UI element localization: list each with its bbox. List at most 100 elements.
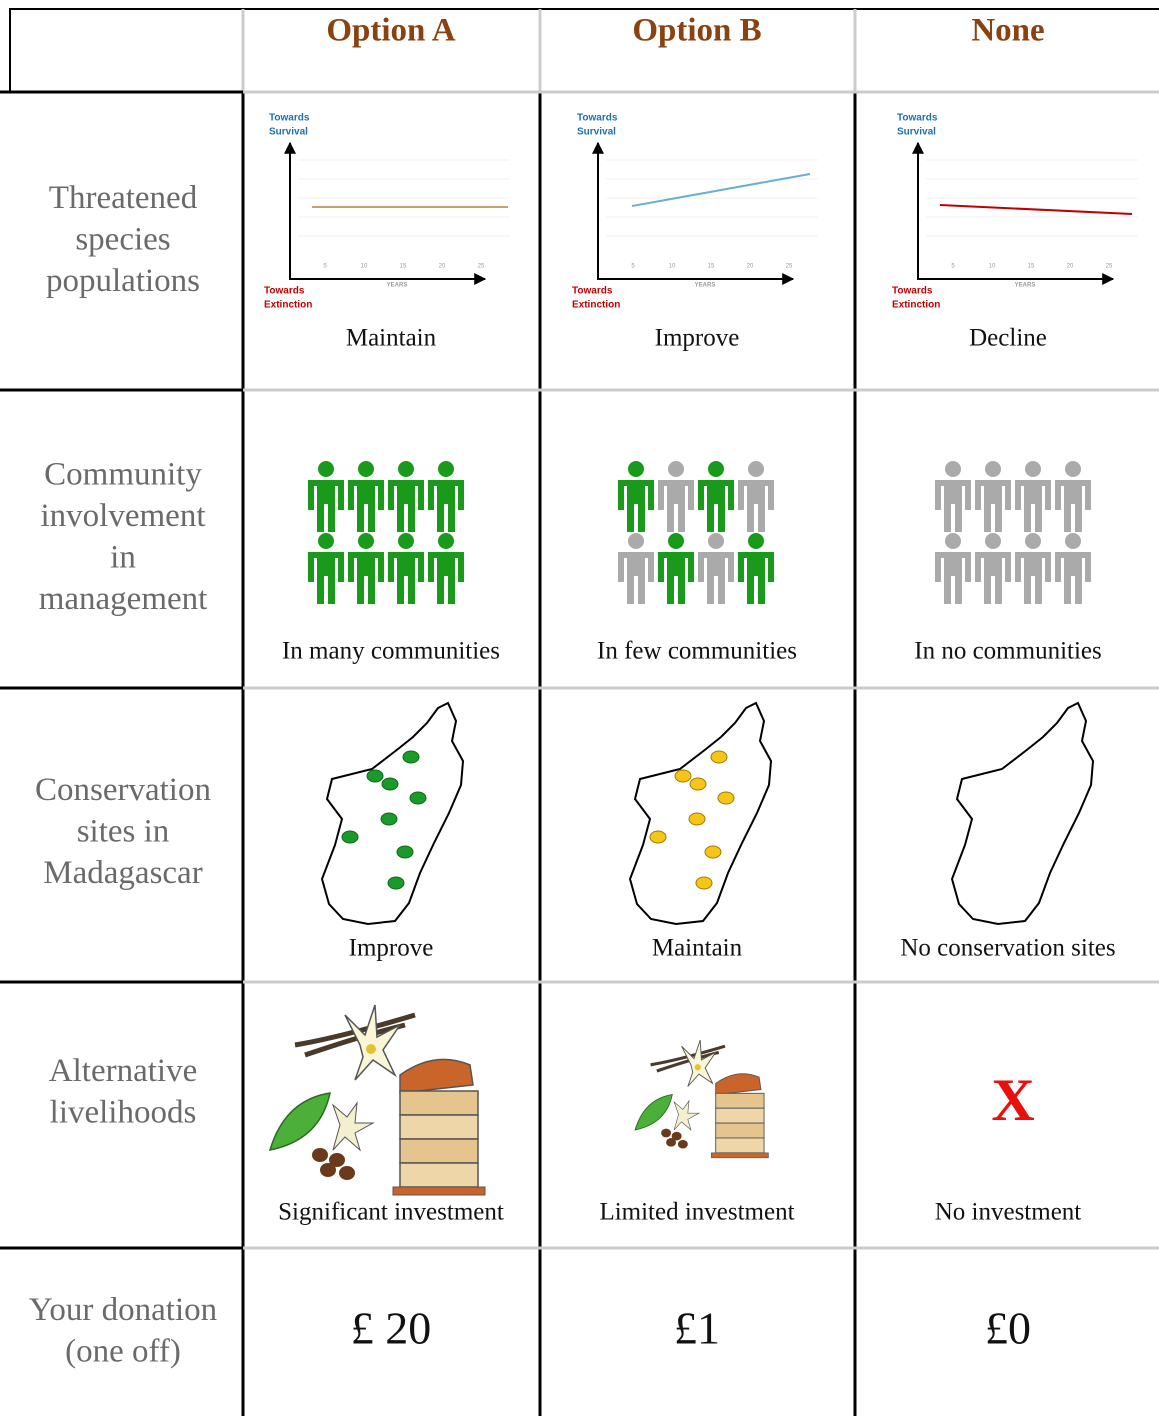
person-icon bbox=[308, 461, 344, 532]
person-icon bbox=[348, 533, 384, 604]
person-body bbox=[975, 552, 1011, 604]
tick-label: 15 bbox=[708, 264, 715, 270]
row-label: species bbox=[75, 222, 170, 258]
site-dot bbox=[710, 750, 728, 764]
person-head bbox=[438, 533, 454, 549]
person-head bbox=[358, 533, 374, 549]
person-icon bbox=[738, 533, 774, 604]
axis-caption: Survival bbox=[897, 127, 936, 138]
tick-label: 20 bbox=[439, 264, 446, 270]
tick-label: 20 bbox=[1067, 264, 1074, 270]
tick-label: 10 bbox=[669, 264, 676, 270]
person-head bbox=[945, 533, 961, 549]
person-head bbox=[668, 533, 684, 549]
donation-amount: £0 bbox=[985, 1303, 1031, 1354]
tick-label: 15 bbox=[400, 264, 407, 270]
cell-text: In few communities bbox=[597, 638, 797, 665]
person-body bbox=[698, 552, 734, 604]
row-label: Alternative bbox=[49, 1053, 197, 1089]
tick-label: 15 bbox=[1028, 264, 1035, 270]
person-body bbox=[1055, 480, 1091, 532]
person-icon bbox=[935, 461, 971, 532]
axis-caption: Survival bbox=[577, 127, 616, 138]
person-body bbox=[738, 552, 774, 604]
person-icon bbox=[658, 461, 694, 532]
site-dot bbox=[688, 812, 706, 826]
flower-center bbox=[366, 1044, 376, 1054]
person-icon bbox=[428, 533, 464, 604]
flower bbox=[681, 1039, 717, 1087]
beehive-stand bbox=[392, 1186, 486, 1196]
tick-label: 10 bbox=[989, 264, 996, 270]
seed bbox=[312, 1148, 328, 1162]
person-icon bbox=[658, 533, 694, 604]
flower bbox=[344, 1004, 401, 1081]
beehive-band bbox=[715, 1092, 765, 1109]
person-icon bbox=[1055, 461, 1091, 532]
person-body bbox=[348, 552, 384, 604]
tick-label: 5 bbox=[323, 264, 327, 270]
cell-text: Decline bbox=[969, 325, 1047, 352]
beehive-stand bbox=[711, 1152, 769, 1159]
axis-caption: Towards bbox=[264, 286, 305, 297]
person-icon bbox=[348, 461, 384, 532]
tick-label: 10 bbox=[361, 264, 368, 270]
person-head bbox=[708, 461, 724, 477]
seed bbox=[677, 1139, 688, 1149]
site-dot bbox=[396, 845, 414, 859]
no-investment-mark: X bbox=[991, 1067, 1034, 1133]
person-icon bbox=[698, 533, 734, 604]
axis-caption: Extinction bbox=[264, 300, 312, 311]
row-label: involvement bbox=[41, 498, 206, 534]
tick-label: 25 bbox=[478, 264, 485, 270]
site-dot bbox=[341, 830, 359, 844]
person-body bbox=[935, 480, 971, 532]
beehive-roof bbox=[399, 1058, 474, 1094]
person-body bbox=[698, 480, 734, 532]
flower-center bbox=[694, 1064, 701, 1071]
beehive-band bbox=[715, 1137, 765, 1154]
person-icon bbox=[1055, 533, 1091, 604]
person-icon bbox=[698, 461, 734, 532]
row-label: in bbox=[110, 539, 136, 575]
donation-amount: £ 20 bbox=[351, 1303, 432, 1354]
livelihood-illustration bbox=[268, 1004, 486, 1196]
person-body bbox=[618, 552, 654, 604]
person-head bbox=[438, 461, 454, 477]
column-header: None bbox=[971, 13, 1044, 49]
beehive-band bbox=[399, 1114, 479, 1140]
person-body bbox=[308, 480, 344, 532]
person-head bbox=[628, 533, 644, 549]
axis-caption: Towards bbox=[577, 113, 618, 124]
x-axis-label: YEARS bbox=[695, 283, 716, 289]
person-body bbox=[1015, 480, 1051, 532]
site-dot bbox=[409, 791, 427, 805]
person-body bbox=[935, 552, 971, 604]
map-outline bbox=[950, 701, 1095, 926]
row-label: (one off) bbox=[65, 1333, 181, 1369]
cell-text: Significant investment bbox=[278, 1199, 504, 1226]
beehive-band bbox=[399, 1090, 479, 1116]
trend-line bbox=[631, 173, 811, 207]
trend-line bbox=[939, 204, 1133, 215]
small-flower bbox=[331, 1101, 375, 1152]
site-dot bbox=[380, 812, 398, 826]
site-dot bbox=[387, 876, 405, 890]
beehive-band bbox=[715, 1122, 765, 1139]
row-label: Community bbox=[44, 456, 202, 492]
person-head bbox=[748, 533, 764, 549]
axis-caption: Survival bbox=[269, 127, 308, 138]
axis-caption: Extinction bbox=[572, 300, 620, 311]
person-icon bbox=[388, 533, 424, 604]
seed bbox=[329, 1153, 345, 1167]
beehive-band bbox=[399, 1138, 479, 1164]
site-dot bbox=[381, 777, 399, 791]
person-head bbox=[748, 461, 764, 477]
site-dot bbox=[674, 769, 692, 783]
person-body bbox=[738, 480, 774, 532]
person-head bbox=[1065, 533, 1081, 549]
tick-label: 5 bbox=[631, 264, 635, 270]
person-body bbox=[388, 480, 424, 532]
person-body bbox=[388, 552, 424, 604]
cell-text: No investment bbox=[935, 1199, 1082, 1226]
